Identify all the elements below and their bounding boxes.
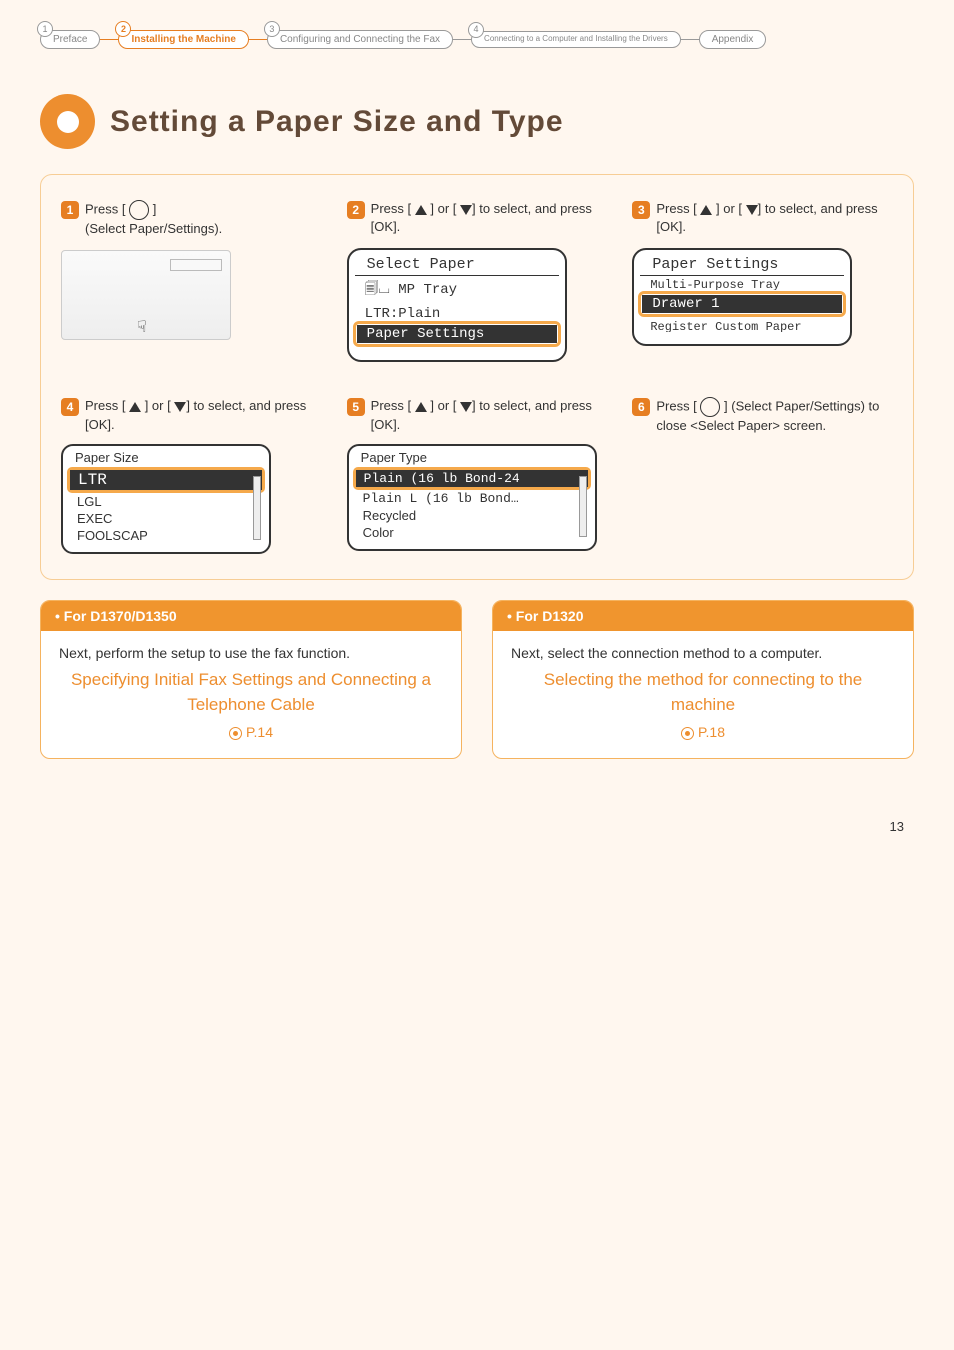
nav-num: 2	[115, 21, 131, 37]
next-body-text: Next, select the connection method to a …	[511, 645, 895, 661]
step-number: 4	[61, 398, 79, 416]
nav-appendix[interactable]: Appendix	[699, 30, 767, 49]
lcd-row: LGL	[67, 493, 265, 510]
nav-computer[interactable]: 4 Connecting to a Computer and Installin…	[471, 31, 681, 48]
circle-button-icon	[129, 200, 149, 220]
lcd-row: Color	[353, 524, 591, 541]
lcd-selected: Plain (16 lb Bond-24	[353, 467, 591, 490]
next-box-d1320: • For D1320 Next, select the connection …	[492, 600, 914, 759]
page-ref[interactable]: P.18	[511, 724, 895, 740]
step-1: 1 Press [ ] (Select Paper/Settings). ☟	[61, 200, 322, 362]
nav-fax[interactable]: 3 Configuring and Connecting the Fax	[267, 30, 453, 49]
steps-container: 1 Press [ ] (Select Paper/Settings). ☟ 2…	[40, 174, 914, 580]
next-head: • For D1370/D1350	[41, 601, 461, 631]
lcd-highlight: Paper Settings	[353, 321, 561, 347]
ref-dot-icon	[681, 727, 694, 740]
hand-pointer-icon: ☟	[137, 317, 147, 337]
step-text: Press [ ] or [ ] to select, and press [O…	[371, 200, 608, 236]
nav-label: Preface	[53, 34, 87, 45]
down-arrow-icon	[174, 402, 186, 412]
step-text: Press [ ] or [ ] to select, and press [O…	[656, 200, 893, 236]
step-2: 2 Press [ ] or [ ] to select, and press …	[347, 200, 608, 362]
step-number: 6	[632, 398, 650, 416]
up-arrow-icon	[129, 402, 141, 412]
step-5: 5 Press [ ] or [ ] to select, and press …	[347, 397, 608, 553]
next-box-d1370: • For D1370/D1350 Next, perform the setu…	[40, 600, 462, 759]
lcd-title: Paper Type	[353, 450, 591, 467]
step-text: Press [ ] or [ ] to select, and press [O…	[371, 397, 608, 433]
step-number: 3	[632, 201, 650, 219]
down-arrow-icon	[460, 402, 472, 412]
lcd-row: Plain L (16 lb Bond…	[353, 490, 591, 507]
down-arrow-icon	[746, 205, 758, 215]
next-link[interactable]: Specifying Initial Fax Settings and Conn…	[59, 667, 443, 718]
page-number: 13	[0, 759, 954, 864]
nav-installing[interactable]: 2 Installing the Machine	[118, 30, 248, 49]
lcd-title: Select Paper	[355, 256, 559, 276]
lcd-row: Multi-Purpose Tray	[634, 276, 850, 290]
lcd-row: FOOLSCAP	[67, 527, 265, 544]
step-text: Press [ ] (Select Paper/Settings) to clo…	[656, 397, 893, 435]
lcd-selected: LTR	[67, 467, 265, 493]
nav-num: 1	[37, 21, 53, 37]
nav-label: Installing the Machine	[131, 34, 235, 45]
page-title: Setting a Paper Size and Type	[110, 105, 564, 139]
lcd-paper-settings: Paper Settings Multi-Purpose Tray Drawer…	[632, 248, 852, 346]
scrollbar	[579, 476, 587, 537]
scrollbar	[253, 476, 261, 540]
step-text: Press [ ] (Select Paper/Settings).	[85, 200, 222, 238]
step-number: 5	[347, 398, 365, 416]
lcd-highlight: Drawer 1	[638, 291, 846, 317]
step-4: 4 Press [ ] or [ ] to select, and press …	[61, 397, 322, 553]
next-steps-row: • For D1370/D1350 Next, perform the setu…	[40, 600, 914, 759]
nav-label: Connecting to a Computer and Installing …	[484, 34, 668, 43]
down-arrow-icon	[460, 205, 472, 215]
page-title-section: Setting a Paper Size and Type	[0, 59, 954, 174]
next-link[interactable]: Selecting the method for connecting to t…	[511, 667, 895, 718]
ref-dot-icon	[229, 727, 242, 740]
up-arrow-icon	[700, 205, 712, 215]
step-6: 6 Press [ ] (Select Paper/Settings) to c…	[632, 397, 893, 553]
title-bullet-icon	[40, 94, 95, 149]
nav-num: 4	[468, 22, 484, 38]
lcd-paper-type: Paper Type Plain (16 lb Bond-24 Plain L …	[347, 444, 597, 551]
lcd-row: 🗐⌴ MP Tray	[349, 276, 565, 304]
next-head: • For D1320	[493, 601, 913, 631]
lcd-row: Register Custom Paper	[634, 318, 850, 332]
lcd-row: Recycled	[353, 507, 591, 524]
step-number: 1	[61, 201, 79, 219]
lcd-row: LTR:Plain	[349, 304, 565, 320]
page-ref[interactable]: P.14	[59, 724, 443, 740]
lcd-row: EXEC	[67, 510, 265, 527]
nav-label: Configuring and Connecting the Fax	[280, 34, 440, 45]
device-illustration: ☟	[61, 250, 231, 340]
step-3: 3 Press [ ] or [ ] to select, and press …	[632, 200, 893, 362]
lcd-title: Paper Size	[67, 450, 265, 467]
breadcrumb-nav: 1 Preface 2 Installing the Machine 3 Con…	[0, 0, 954, 59]
circle-button-icon	[700, 397, 720, 417]
nav-label: Appendix	[712, 34, 754, 45]
step-number: 2	[347, 201, 365, 219]
lcd-paper-size: Paper Size LTR LGL EXEC FOOLSCAP	[61, 444, 271, 554]
next-body-text: Next, perform the setup to use the fax f…	[59, 645, 443, 661]
lcd-select-paper: Select Paper 🗐⌴ MP Tray LTR:Plain Paper …	[347, 248, 567, 362]
step-text: Press [ ] or [ ] to select, and press [O…	[85, 397, 322, 433]
nav-preface[interactable]: 1 Preface	[40, 30, 100, 49]
up-arrow-icon	[415, 205, 427, 215]
lcd-title: Paper Settings	[640, 256, 844, 276]
nav-num: 3	[264, 21, 280, 37]
up-arrow-icon	[415, 402, 427, 412]
